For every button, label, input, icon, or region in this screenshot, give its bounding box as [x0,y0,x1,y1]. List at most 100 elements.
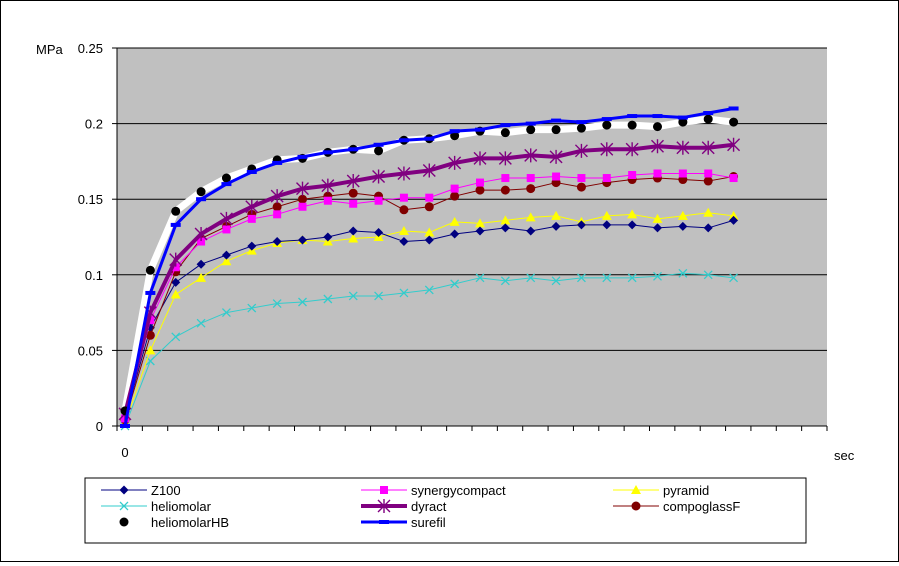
data-point-compoglassf [399,205,409,215]
legend-entry-compoglassf: compoglassF [613,499,740,514]
y-axis-label: MPa [36,42,64,57]
data-point-heliomolar [374,291,384,301]
data-point-dyract [372,169,386,184]
data-point-heliomolarhb [703,114,713,124]
data-point-z100 [374,227,384,237]
data-point-surefil [348,147,359,152]
data-point-surefil [601,117,612,122]
data-point-z100 [247,241,257,251]
data-point-z100 [627,220,637,230]
data-point-compoglassf [145,330,155,340]
data-point-heliomolar [221,308,231,318]
legend-label: dyract [411,499,447,514]
data-point-surefil [551,118,562,123]
data-point-heliomolar [348,291,358,301]
data-point-pyramid [348,233,359,243]
data-point-synergycompact [602,174,611,183]
data-point-surefil [373,142,384,147]
data-point-surefil [424,136,435,141]
data-point-synergycompact [678,169,687,178]
data-point-heliomolarhb [678,117,688,127]
legend-label: heliomolarHB [151,515,229,530]
data-point-synergycompact [399,193,408,202]
data-point-heliomolar [729,273,739,283]
data-point-heliomolarhb [729,117,739,127]
data-point-heliomolar [399,288,409,298]
data-point-surefil [728,106,739,111]
y-tick-label: 0.25 [78,41,103,56]
data-point-heliomolarhb [526,125,536,135]
data-point-heliomolar [602,273,612,283]
legend-entry-dyract: dyract [361,499,447,514]
legend-entry-surefil: surefil [361,515,446,530]
data-point-z100 [450,229,460,239]
data-point-dyract [219,211,233,226]
data-point-dyract [346,174,360,189]
data-point-compoglassf [272,202,282,212]
data-point-surefil [196,197,207,202]
data-point-dyract [625,142,639,157]
data-point-pyramid [221,256,232,266]
data-point-z100 [298,235,307,245]
data-point-dyract [321,178,335,193]
data-point-z100 [348,226,358,236]
data-point-synergycompact [476,178,484,187]
data-point-heliomolar [450,279,460,289]
legend-marker [380,486,388,494]
data-point-z100 [602,220,612,230]
data-point-surefil [576,120,587,125]
data-point-heliomolar [678,268,688,278]
data-point-z100 [703,223,713,233]
data-point-pyramid [145,345,156,355]
data-point-synergycompact [171,263,180,272]
data-point-surefil [652,114,663,119]
series-dyract [118,137,741,421]
x-tick-label: 0 [121,445,128,460]
legend-marker [631,501,641,511]
legend-label: pyramid [663,483,709,498]
data-point-pyramid [627,209,638,219]
data-point-z100 [272,237,282,247]
data-point-dyract [245,199,259,214]
data-point-z100 [729,215,739,225]
data-point-dyract [549,149,563,164]
y-tick-labels: 0 0.05 0.1 0.15 0.2 0.25 [78,41,103,434]
data-point-heliomolarhb [196,187,206,197]
data-point-surefil [627,114,638,119]
data-point-dyract [600,142,614,157]
legend-marker [119,501,129,511]
data-point-z100 [323,232,333,242]
data-point-synergycompact [552,172,561,181]
data-point-surefil [246,169,257,174]
data-point-surefil [322,150,333,155]
data-point-heliomolarhb [171,206,181,216]
data-point-dyract [448,155,462,170]
data-point-synergycompact [222,225,231,234]
data-point-pyramid [525,212,536,222]
data-point-surefil [703,111,714,116]
data-point-compoglassf [703,176,713,186]
data-point-heliomolarhb [627,120,637,130]
data-point-synergycompact [526,174,535,183]
data-point-pyramid [424,227,435,237]
data-point-synergycompact [450,184,459,193]
data-point-synergycompact [425,193,434,202]
data-point-z100 [424,235,434,245]
data-point-pyramid [170,289,181,299]
data-point-pyramid [703,207,714,217]
data-point-heliomolarhb [551,125,561,135]
data-point-synergycompact [628,171,637,180]
data-point-dyract [651,139,664,154]
data-point-compoglassf [526,184,536,194]
data-point-z100 [399,237,409,247]
series-heliomolarhb [120,114,739,416]
data-point-surefil [272,160,283,165]
data-point-heliomolar [171,332,181,342]
data-point-z100 [526,226,536,236]
legend-items: Z100 synergycompact pyramid heliomolar dyrac… [101,483,740,530]
data-point-pyramid [551,210,562,220]
data-point-surefil [500,123,511,128]
legend-label: heliomolar [151,499,212,514]
data-point-z100 [500,223,510,233]
